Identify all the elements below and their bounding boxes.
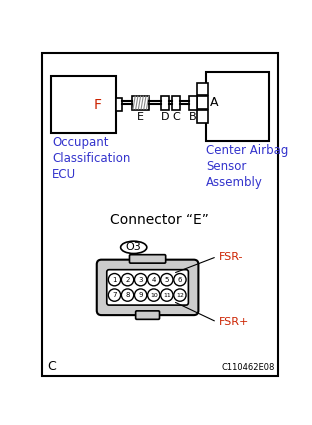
Text: A: A xyxy=(210,96,218,109)
Text: 1: 1 xyxy=(112,277,117,283)
Text: Connector “E”: Connector “E” xyxy=(110,213,209,227)
Circle shape xyxy=(161,274,173,286)
FancyBboxPatch shape xyxy=(129,255,166,263)
Circle shape xyxy=(174,274,186,286)
Text: C: C xyxy=(172,112,180,122)
Text: FSR+: FSR+ xyxy=(218,317,249,327)
Ellipse shape xyxy=(121,241,147,253)
Circle shape xyxy=(161,289,173,301)
Text: 6: 6 xyxy=(178,277,182,283)
FancyBboxPatch shape xyxy=(136,311,159,319)
Bar xyxy=(206,72,269,141)
Circle shape xyxy=(121,274,134,286)
Text: 7: 7 xyxy=(112,292,117,298)
Bar xyxy=(189,96,197,110)
Text: B: B xyxy=(189,112,197,122)
Bar xyxy=(161,96,169,110)
Text: C: C xyxy=(47,360,56,373)
Text: 8: 8 xyxy=(125,292,130,298)
Bar xyxy=(172,96,180,110)
Bar xyxy=(116,98,122,111)
Text: O3: O3 xyxy=(126,242,142,252)
Circle shape xyxy=(108,289,121,301)
Bar xyxy=(197,110,208,122)
Text: Center Airbag
Sensor
Assembly: Center Airbag Sensor Assembly xyxy=(206,144,289,189)
Circle shape xyxy=(108,274,121,286)
Text: 4: 4 xyxy=(152,277,156,283)
Bar xyxy=(197,96,208,109)
Text: 5: 5 xyxy=(165,277,169,283)
Circle shape xyxy=(134,274,147,286)
Circle shape xyxy=(134,289,147,301)
Text: FSR-: FSR- xyxy=(218,252,243,262)
Text: E: E xyxy=(137,112,144,122)
Text: 12: 12 xyxy=(176,292,184,298)
Text: 3: 3 xyxy=(139,277,143,283)
Circle shape xyxy=(148,274,160,286)
Circle shape xyxy=(174,289,186,301)
Text: D: D xyxy=(161,112,169,122)
Circle shape xyxy=(148,289,160,301)
Text: 10: 10 xyxy=(150,292,158,298)
Text: C110462E08: C110462E08 xyxy=(221,363,275,372)
Bar xyxy=(132,96,149,110)
FancyBboxPatch shape xyxy=(97,260,198,315)
Bar xyxy=(197,82,208,95)
Text: 2: 2 xyxy=(125,277,130,283)
FancyBboxPatch shape xyxy=(107,270,188,305)
Text: F: F xyxy=(94,97,102,111)
Circle shape xyxy=(121,289,134,301)
Bar xyxy=(51,76,116,133)
Text: Occupant
Classification
ECU: Occupant Classification ECU xyxy=(52,136,130,181)
Text: 11: 11 xyxy=(163,292,171,298)
Text: 9: 9 xyxy=(139,292,143,298)
